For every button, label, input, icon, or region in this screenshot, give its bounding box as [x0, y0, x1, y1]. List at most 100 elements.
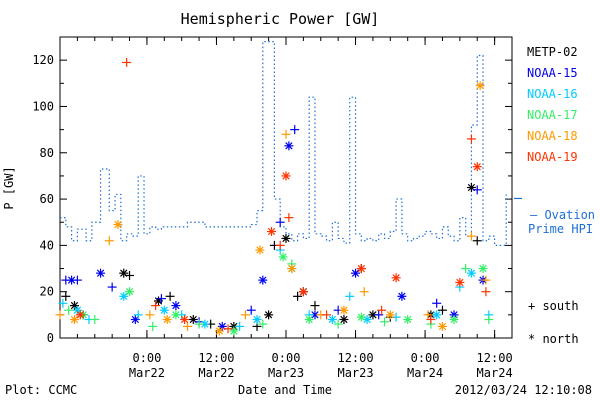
marker-stroke: [73, 306, 82, 314]
north-point: [437, 321, 447, 331]
north-point: [327, 314, 337, 324]
marker-stroke: [172, 311, 180, 319]
south-point: [472, 185, 482, 195]
south-point: [377, 305, 387, 315]
south-point: [380, 317, 390, 327]
south-point: [481, 275, 491, 285]
footer-source: Plot: CCMC: [5, 383, 77, 397]
marker-stroke: [264, 311, 273, 319]
north-point: [119, 268, 129, 278]
north-point: [475, 81, 485, 91]
marker-stroke: [311, 311, 319, 319]
y-axis-label: P [GW]: [2, 166, 16, 209]
south-point: [374, 310, 384, 320]
north-point: [478, 264, 488, 274]
y-tick-label: 0: [47, 331, 54, 345]
south-point: [345, 291, 355, 301]
x-tick-label-date: Mar24: [477, 366, 513, 380]
marker-stroke: [357, 313, 365, 321]
marker-stroke: [201, 320, 209, 328]
marker-stroke: [288, 264, 296, 273]
south-point: [275, 240, 285, 250]
south-point: [133, 310, 143, 320]
south-point: [125, 270, 135, 280]
marker-stroke: [299, 288, 308, 296]
marker-stroke: [282, 234, 290, 243]
marker-stroke: [369, 311, 377, 319]
south-point: [55, 310, 65, 320]
north-point: [339, 305, 349, 315]
marker-stroke: [438, 322, 447, 331]
north-point: [119, 291, 129, 301]
north-point: [214, 326, 224, 336]
north-point: [356, 264, 366, 274]
marker-stroke: [189, 315, 197, 324]
marker-stroke: [404, 315, 412, 324]
marker-stroke: [340, 306, 348, 314]
north-point: [281, 171, 291, 181]
south-point: [151, 301, 161, 311]
north-point: [69, 301, 79, 311]
ovation-line-group: [60, 41, 522, 246]
north-point: [113, 220, 123, 230]
marker-stroke: [386, 311, 394, 319]
marker-stroke: [467, 269, 476, 277]
north-point: [466, 268, 476, 278]
marker-stroke: [114, 220, 122, 229]
south-point: [58, 298, 68, 308]
south-point: [293, 291, 303, 301]
data-points: [55, 57, 494, 336]
north-point: [351, 268, 361, 278]
marker-stroke: [392, 274, 400, 282]
x-tick-label-date: Mar24: [407, 366, 443, 380]
x-axis: 0:00Mar2212:00Mar220:00Mar2312:00Mar230:…: [59, 37, 513, 380]
x-tick-label-date: Mar23: [337, 366, 373, 380]
marker-stroke: [476, 81, 484, 90]
marker-stroke: [230, 327, 238, 335]
north-point: [455, 277, 465, 287]
marker-stroke: [305, 315, 313, 324]
legend-entry: NOAA-15: [527, 66, 578, 80]
footer-timestamp: 2012/03/24 12:10:08: [455, 383, 592, 397]
south-point: [284, 213, 294, 223]
north-point: [171, 301, 181, 311]
marker-stroke: [363, 315, 371, 324]
marker-stroke: [96, 269, 105, 277]
south-point: [104, 236, 114, 246]
north-point: [472, 162, 482, 172]
south-point: [240, 310, 250, 320]
north-point: [96, 268, 106, 278]
north-point: [284, 141, 294, 151]
marker-stroke: [70, 315, 79, 324]
legend-entry: NOAA-16: [527, 87, 578, 101]
north-point: [403, 314, 413, 324]
south-point: [107, 282, 117, 292]
south-point: [235, 321, 245, 331]
y-tick-label: 120: [32, 53, 54, 67]
north-point: [267, 226, 277, 236]
south-point: [281, 129, 291, 139]
south-point: [90, 314, 100, 324]
south-point: [165, 291, 175, 301]
north-point: [391, 273, 401, 283]
north-point: [287, 264, 297, 274]
north-point: [278, 252, 288, 262]
north-point: [385, 310, 395, 320]
north-point: [125, 287, 135, 297]
north-point: [304, 314, 314, 324]
south-point: [275, 217, 285, 227]
marker-stroke: [267, 227, 276, 236]
marker-stroke: [433, 311, 441, 319]
marker-stroke: [120, 269, 128, 277]
south-point: [359, 287, 369, 297]
north-point: [69, 314, 79, 324]
marker-stroke: [180, 315, 189, 324]
south-point: [72, 275, 82, 285]
marker-stroke: [473, 162, 481, 171]
marker-stroke: [70, 301, 79, 310]
x-tick-label-time: 0:00: [272, 351, 301, 365]
legend-entry: NOAA-17: [527, 108, 578, 122]
marker-stroke: [125, 288, 134, 296]
